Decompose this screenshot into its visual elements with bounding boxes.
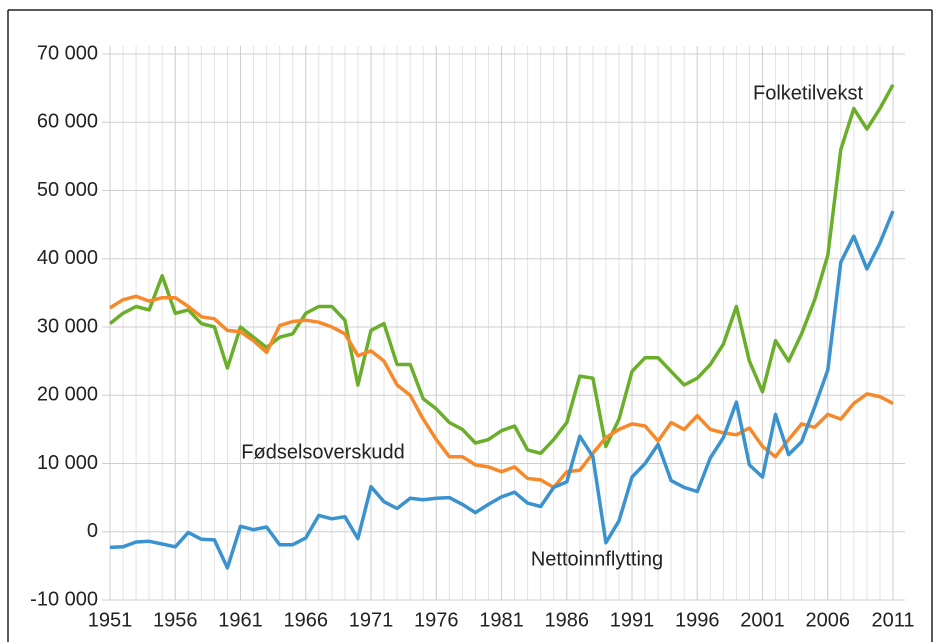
x-tick-label: 2006 bbox=[806, 609, 851, 631]
series-line bbox=[109, 294, 894, 490]
series-label: Fødselsoverskudd bbox=[241, 441, 404, 463]
y-tick-label: 50 000 bbox=[37, 179, 98, 201]
x-tick-label: 1981 bbox=[479, 609, 524, 631]
grid bbox=[102, 46, 905, 601]
x-tick-label: 1956 bbox=[153, 609, 198, 631]
y-tick-label: 30 000 bbox=[37, 315, 98, 337]
x-tick-label: 1966 bbox=[284, 609, 329, 631]
x-tick-label: 2011 bbox=[871, 609, 914, 631]
y-tick-label: 70 000 bbox=[37, 42, 98, 64]
series-line bbox=[108, 83, 895, 456]
y-tick-label: 60 000 bbox=[37, 111, 98, 133]
y-tick-label: 10 000 bbox=[37, 452, 98, 474]
series-label: Folketilvekst bbox=[753, 82, 863, 104]
y-tick-label: 0 bbox=[87, 520, 98, 542]
series-label: Nettoinnflytting bbox=[531, 548, 663, 570]
x-tick-label: 1951 bbox=[88, 609, 133, 631]
y-tick-label: 20 000 bbox=[37, 384, 98, 406]
y-tick-label: 40 000 bbox=[37, 247, 98, 269]
lines bbox=[108, 83, 895, 570]
y-tick-label: -10 000 bbox=[30, 588, 98, 610]
series-line bbox=[109, 210, 895, 570]
x-tick-label: 1971 bbox=[349, 609, 394, 631]
x-tick-label: 1986 bbox=[545, 609, 590, 631]
x-tick-label: 1976 bbox=[414, 609, 459, 631]
x-tick-label: 1991 bbox=[610, 609, 655, 631]
x-tick-label: 1996 bbox=[675, 609, 720, 631]
x-tick-label: 1961 bbox=[218, 609, 263, 631]
x-tick-label: 2001 bbox=[740, 609, 785, 631]
